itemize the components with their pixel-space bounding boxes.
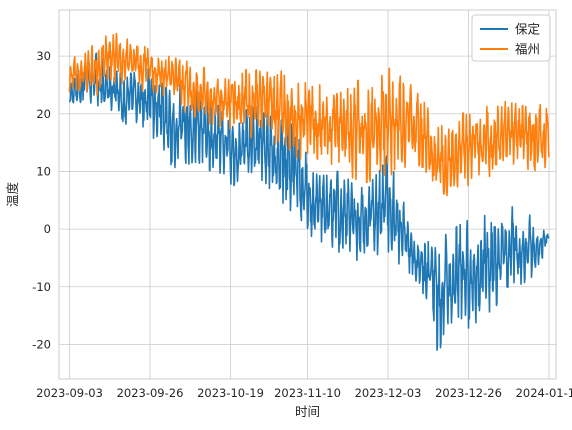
x-tick-label: 2023-09-03 — [36, 386, 103, 400]
y-axis-title: 温度 — [5, 182, 20, 208]
y-tick-label: 30 — [36, 49, 51, 63]
x-tick-label: 2023-10-19 — [197, 386, 264, 400]
y-tick-labels: -20 -10 0 10 20 30 — [32, 49, 51, 351]
x-tick-labels: 2023-09-03 2023-09-26 2023-10-19 2023-11-10… — [36, 386, 572, 400]
y-tick-label: 10 — [36, 164, 51, 178]
y-tick-label: -10 — [32, 280, 51, 294]
x-tick-label: 2023-09-26 — [117, 386, 184, 400]
y-tick-label: 0 — [44, 222, 51, 236]
plot-frame — [58, 9, 557, 380]
x-tick-label: 2023-12-03 — [355, 386, 422, 400]
y-tick-label: -20 — [32, 337, 51, 351]
x-axis-title: 时间 — [295, 404, 320, 419]
legend-label: 保定 — [515, 22, 540, 37]
series-line — [68, 52, 550, 351]
series-layer — [68, 32, 550, 351]
x-tick-label: 2024-01-18 — [516, 386, 572, 400]
x-tick-label: 2023-11-10 — [274, 386, 341, 400]
series-line — [68, 32, 550, 197]
x-tick-label: 2023-12-26 — [435, 386, 502, 400]
legend-label: 福州 — [515, 42, 540, 57]
plot-area — [58, 9, 557, 380]
y-tick-label: 20 — [36, 107, 51, 121]
